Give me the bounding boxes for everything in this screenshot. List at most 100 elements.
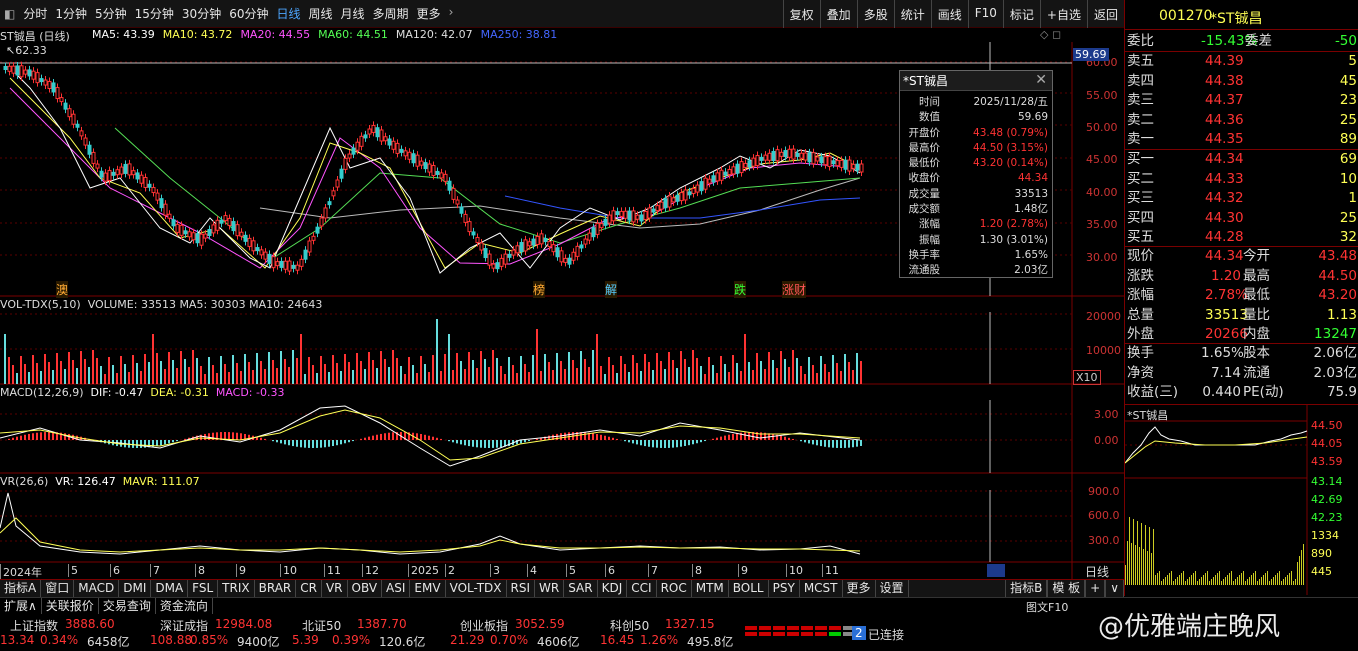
toolbar-button-2[interactable]: 多股: [856, 0, 894, 28]
bottom-tab-1[interactable]: 关联报价: [42, 598, 99, 615]
indicator-tab-18[interactable]: CCI: [627, 580, 657, 597]
indicator-tab-24[interactable]: 更多: [843, 580, 876, 597]
indicator-tab-0[interactable]: 指标A: [0, 580, 42, 597]
bottom-tab-2[interactable]: 交易查询: [99, 598, 156, 615]
toolbar-menu-icon[interactable]: ◧: [4, 6, 16, 21]
popup-row: 数值 59.69: [900, 110, 1052, 125]
period-tab-7[interactable]: 周线: [308, 7, 333, 21]
period-tab-9[interactable]: 多周期: [372, 7, 409, 21]
toolbar-button-3[interactable]: 统计: [893, 0, 931, 28]
sell-level-label: 卖五: [1127, 53, 1154, 69]
indicator-tab-11[interactable]: ASI: [382, 580, 411, 597]
indicator-tab-3[interactable]: DMI: [119, 580, 152, 597]
bottom-tab-3[interactable]: 资金流向: [156, 598, 213, 615]
event-label[interactable]: 解: [605, 281, 618, 298]
toolbar-button-1[interactable]: 叠加: [819, 0, 857, 28]
index-name[interactable]: 北证50: [302, 619, 342, 633]
index-name[interactable]: 深证成指: [160, 619, 209, 633]
month-label: 2: [445, 564, 455, 577]
bottom-tab-0[interactable]: 扩展∧: [0, 598, 42, 615]
event-label[interactable]: 榜: [533, 281, 546, 298]
mini-axis-label: 445: [1311, 565, 1332, 578]
index-name[interactable]: 上证指数: [10, 619, 59, 633]
divider: [1125, 149, 1358, 150]
indicator-tab-7[interactable]: BRAR: [255, 580, 297, 597]
indicator-tab-right-0[interactable]: 指标B: [1005, 580, 1048, 597]
indicator-tab-13[interactable]: VOL-TDX: [446, 580, 507, 597]
popup-row-label: 时间: [919, 96, 940, 108]
mini-intraday-chart[interactable]: *ST铖昌 44.50 44.05 43.59 43.14 42.69 42.23 1334…: [1125, 404, 1358, 595]
period-tab-0[interactable]: 分时: [23, 7, 48, 21]
indicator-tab-2[interactable]: MACD: [74, 580, 120, 597]
indicator-tab-8[interactable]: CR: [296, 580, 322, 597]
indicator-tab-4[interactable]: DMA: [151, 580, 189, 597]
indicator-tab-1[interactable]: 窗口: [41, 580, 75, 597]
indicator-tab-23[interactable]: MCST: [800, 580, 843, 597]
toolbar-button-0[interactable]: 复权: [782, 0, 820, 28]
toolbar-button-4[interactable]: 画线: [930, 0, 968, 28]
indicator-tab-right-1[interactable]: 模 板: [1047, 580, 1086, 597]
indicator-tab-9[interactable]: VR: [322, 580, 348, 597]
indicator-tab-21[interactable]: BOLL: [729, 580, 769, 597]
buy-level-row: 买五 44.28 32: [1125, 228, 1358, 248]
vr-legend: VR(26,6) VR: 126.47 MAVR: 111.07: [0, 475, 200, 488]
f10-link[interactable]: 图文F10: [1026, 601, 1069, 614]
toolbar-button-6[interactable]: 标记: [1002, 0, 1040, 28]
indicator-tab-12[interactable]: EMV: [410, 580, 446, 597]
month-label: 10: [280, 564, 297, 577]
popup-row: 成交量 33513: [900, 187, 1052, 202]
period-tab-10[interactable]: 更多: [416, 7, 441, 21]
indicator-tab-14[interactable]: RSI: [507, 580, 536, 597]
indicator-tab-right-2[interactable]: +: [1085, 580, 1106, 597]
quote-stat2-row: 换手 1.65% 股本 2.06亿: [1125, 344, 1358, 364]
data-popup[interactable]: *ST铖昌 ✕ 时间 2025/11/28/五 数值 59.69 开盘价 43.48 (0…: [899, 70, 1053, 278]
stat-label: 总量: [1127, 306, 1154, 323]
close-icon[interactable]: ✕: [1035, 72, 1047, 88]
indicator-tab-20[interactable]: MTM: [692, 580, 729, 597]
buy-level-row: 买三 44.32 1: [1125, 189, 1358, 209]
period-tab-4[interactable]: 30分钟: [181, 7, 222, 21]
divider: [1125, 246, 1358, 247]
popup-row-value: 2.03亿: [1014, 264, 1048, 277]
stat-value: 1.13: [1326, 306, 1357, 323]
indicator-tab-25[interactable]: 设置: [876, 580, 909, 597]
indicator-tab-17[interactable]: KDJ: [598, 580, 628, 597]
period-tab-5[interactable]: 60分钟: [229, 7, 269, 21]
sell-level-volume: 5: [1348, 53, 1357, 69]
event-label[interactable]: 跌: [734, 281, 747, 298]
indicator-tab-right-3[interactable]: ∨: [1105, 580, 1124, 597]
period-tab-3[interactable]: 15分钟: [134, 7, 174, 21]
event-label[interactable]: 澳: [56, 281, 69, 298]
index-name[interactable]: 创业板指: [460, 619, 509, 633]
event-label[interactable]: 涨财: [782, 281, 807, 298]
toolbar-button-8[interactable]: 返回: [1086, 0, 1124, 28]
indicator-tab-6[interactable]: TRIX: [218, 580, 255, 597]
divider: [1125, 343, 1358, 344]
weibi-row: 委比 -15.43% 委差 -50: [1125, 32, 1358, 52]
period-tab-2[interactable]: 5分钟: [95, 7, 127, 21]
chart-settings-icon[interactable]: ◇ ◻: [1040, 28, 1062, 41]
toolbar-button-5[interactable]: F10: [967, 0, 1003, 28]
indicator-tabs: 指标A 窗口 MACD DMI DMA FSL TRIX BRAR CR VR OBV ASI EMV V…: [0, 579, 1124, 597]
main-price-chart[interactable]: ST铖昌 (日线) MA5: 43.39 MA10: 43.72 MA20: 44.…: [0, 28, 1124, 296]
index-change: 13.34: [0, 633, 35, 647]
indicator-tab-19[interactable]: ROC: [657, 580, 692, 597]
period-tab-6[interactable]: 日线: [276, 7, 301, 21]
period-tab-1[interactable]: 1分钟: [55, 7, 87, 21]
index-name[interactable]: 科创50: [610, 619, 650, 633]
indicator-tab-22[interactable]: PSY: [769, 580, 800, 597]
chevron-right-icon[interactable]: ›: [448, 5, 454, 19]
month-axis: 2024年 5 6 7 8 9 10 11 12 2025 2 3 4 5 6 7 8 9 10 11: [0, 563, 1124, 580]
indicator-tab-15[interactable]: WR: [535, 580, 565, 597]
popup-row: 收盘价 44.34: [900, 171, 1052, 186]
indicator-tab-5[interactable]: FSL: [188, 580, 219, 597]
toolbar-button-7[interactable]: +自选: [1039, 0, 1087, 28]
buy-level-label: 买三: [1127, 190, 1154, 207]
index-amount: 120.6亿: [379, 635, 426, 649]
popup-row-label: 振幅: [919, 233, 940, 246]
indicator-tab-16[interactable]: SAR: [564, 580, 598, 597]
indicator-tab-10[interactable]: OBV: [348, 580, 383, 597]
stat-value: 2.03亿: [1313, 364, 1357, 381]
period-tab-8[interactable]: 月线: [340, 7, 365, 21]
bottom-tabs: 扩展∧ 关联报价 交易查询 资金流向: [0, 597, 1358, 615]
